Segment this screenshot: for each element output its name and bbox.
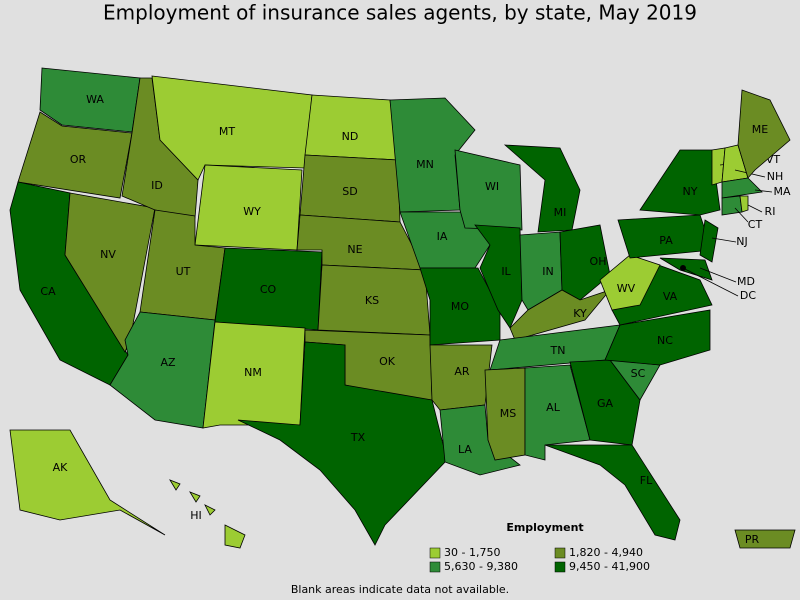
state-label: MO: [451, 300, 469, 313]
state-shape: [484, 367, 526, 461]
note: Blank areas indicate data not available.: [291, 583, 509, 596]
state-label: NE: [347, 243, 362, 256]
map-title: Employment of insurance sales agents, by…: [103, 1, 697, 25]
state-label: SC: [631, 367, 646, 380]
state-shape: [304, 94, 399, 161]
state-label: WA: [86, 93, 104, 106]
state-shape: [739, 195, 749, 213]
state-label: NM: [244, 366, 262, 379]
state-label: ID: [151, 179, 163, 192]
state-label: AR: [454, 365, 470, 378]
state-label: FL: [640, 474, 653, 487]
state-label: NY: [683, 185, 698, 198]
state-label: NV: [100, 248, 116, 261]
state-label: SD: [342, 185, 357, 198]
state-label: TX: [350, 431, 366, 444]
state-label: DC: [740, 289, 756, 302]
legend-swatch: [554, 561, 566, 573]
state-label: IL: [501, 265, 511, 278]
state-shape: [9, 429, 166, 536]
legend-swatch: [429, 547, 441, 559]
state-label: MD: [737, 275, 755, 288]
state-label: VA: [663, 290, 678, 303]
state-label: AK: [53, 461, 69, 474]
state-shape: [599, 254, 661, 311]
state-label: IN: [542, 265, 553, 278]
state-shape: [604, 309, 711, 366]
state-label: MI: [554, 206, 567, 219]
state-shape: [204, 504, 216, 516]
leader-line: [747, 204, 763, 213]
legend-label: 1,820 - 4,940: [569, 546, 643, 559]
state-shape: [639, 149, 721, 216]
legend-title: Employment: [506, 521, 583, 534]
state-label: WV: [617, 282, 636, 295]
leader-line: [754, 189, 773, 193]
legend-swatch: [429, 561, 441, 573]
state-label: ND: [342, 130, 359, 143]
state-label: PA: [659, 234, 673, 247]
states: WA OR CA NV ID MT WY UT AZ CO NM ND SD NE KS OK TX MN IA MO…: [9, 67, 796, 549]
state-shape: [544, 444, 681, 541]
state-label: AL: [546, 401, 561, 414]
legend-label: 5,630 - 9,380: [444, 560, 518, 573]
state-label: ME: [752, 123, 768, 136]
state-label: AZ: [160, 356, 176, 369]
leader-line: [734, 207, 749, 223]
state-label: WI: [485, 180, 499, 193]
leader-line: [682, 267, 739, 297]
state-label: HI: [190, 509, 202, 522]
state-label: OR: [70, 153, 87, 166]
state-shape: [237, 341, 448, 546]
leader-line: [711, 237, 737, 243]
state-label: TN: [550, 344, 566, 357]
state-shape: [659, 257, 713, 281]
state-shape: [699, 219, 719, 263]
state-label: MA: [773, 185, 790, 198]
state-label: NH: [767, 170, 784, 183]
legend-swatch: [554, 547, 566, 559]
state-label: CO: [260, 283, 277, 296]
state-label: OH: [590, 255, 607, 268]
legend-label: 9,450 - 41,900: [569, 560, 650, 573]
state-label: NC: [657, 334, 673, 347]
state-label: UT: [176, 265, 191, 278]
state-shape: [721, 177, 763, 199]
state-label: RI: [765, 205, 776, 218]
state-label: LA: [458, 443, 472, 456]
state-shape: [569, 359, 641, 446]
state-label: GA: [597, 397, 614, 410]
state-shape: [17, 111, 133, 199]
state-label: MS: [500, 407, 516, 420]
state-label: KY: [573, 307, 587, 320]
state-label: WY: [243, 205, 261, 218]
dc-dot: [680, 265, 686, 271]
state-shape: [737, 89, 791, 179]
state-label: CA: [40, 285, 56, 298]
state-label: OK: [379, 355, 396, 368]
legend-label: 30 - 1,750: [444, 546, 500, 559]
state-label: MT: [219, 125, 235, 138]
state-label: KS: [365, 294, 379, 307]
state-label: IA: [437, 230, 448, 243]
state-shape: [734, 529, 796, 549]
state-shape: [39, 67, 141, 133]
state-shape: [559, 224, 611, 301]
state-shape: [224, 524, 246, 549]
legend: 30 - 1,750 1,820 - 4,940 5,630 - 9,380 9,45…: [429, 546, 650, 573]
state-shape: [189, 491, 201, 503]
state-label: PR: [745, 533, 760, 546]
leader-line: [699, 267, 737, 283]
state-shape: [169, 479, 181, 491]
state-label: MN: [416, 158, 434, 171]
state-label: CT: [748, 218, 763, 231]
state-label: NJ: [736, 235, 747, 248]
